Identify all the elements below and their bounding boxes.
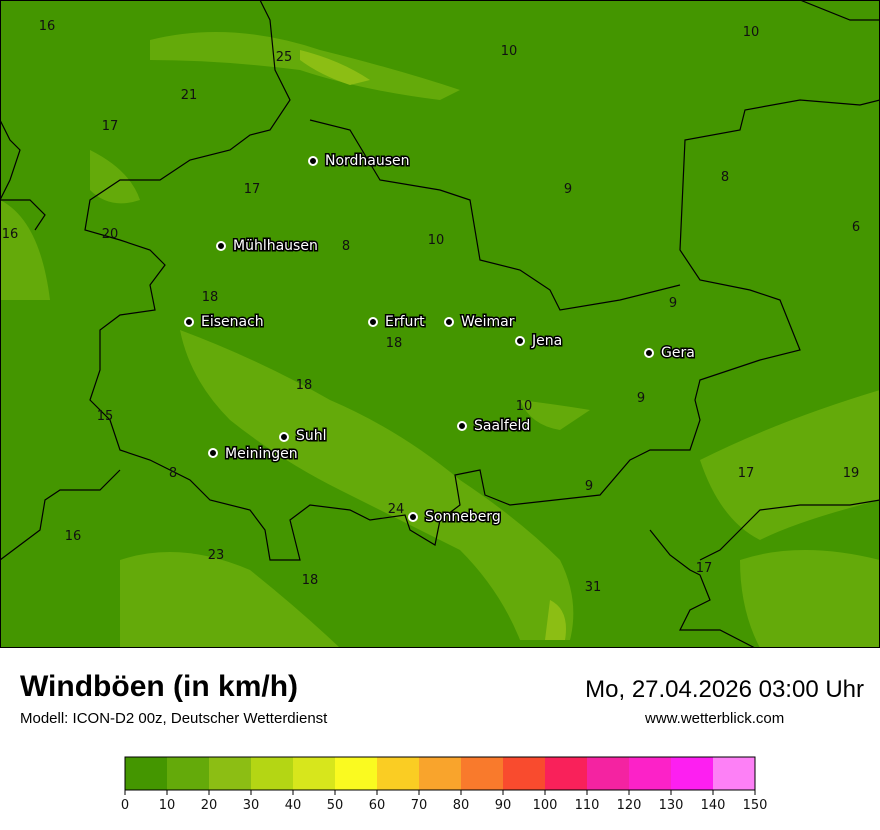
value-label: 24 <box>388 502 405 517</box>
model-source: Modell: ICON-D2 00z, Deutscher Wetterdie… <box>20 710 328 727</box>
legend-tick-label: 20 <box>201 798 218 813</box>
legend-border <box>124 756 756 791</box>
city-markers: Nordhausen Mühlhausen Eisenach Erfurt We… <box>184 152 696 527</box>
legend-tick-label: 80 <box>453 798 470 813</box>
value-label: 8 <box>721 170 729 185</box>
svg-text:Saalfeld: Saalfeld <box>474 418 530 434</box>
value-label: 25 <box>276 50 293 65</box>
city-suhl: Suhl <box>279 427 328 446</box>
legend-tick-label: 100 <box>533 798 558 813</box>
city-saalfeld: Saalfeld <box>457 417 532 436</box>
legend-swatch <box>167 757 209 790</box>
value-label: 21 <box>181 88 198 103</box>
legend-swatch <box>503 757 545 790</box>
gust-zones-medium <box>300 50 566 640</box>
city-erfurt: Erfurt <box>368 313 427 332</box>
legend-tick-label: 110 <box>575 798 600 813</box>
value-label: 31 <box>585 580 602 595</box>
city-muehlhausen: Mühlhausen <box>216 237 319 256</box>
value-label: 15 <box>97 409 114 424</box>
value-label: 17 <box>738 466 755 481</box>
svg-text:Gera: Gera <box>661 345 695 361</box>
value-label: 8 <box>342 239 350 254</box>
svg-text:Erfurt: Erfurt <box>385 314 425 330</box>
legend-tick-label: 150 <box>743 798 768 813</box>
legend-swatch <box>251 757 293 790</box>
value-label: 18 <box>302 573 319 588</box>
legend-swatch <box>545 757 587 790</box>
legend-swatch <box>629 757 671 790</box>
value-label: 10 <box>516 399 533 414</box>
svg-text:Eisenach: Eisenach <box>201 314 264 330</box>
legend-swatch <box>713 757 755 790</box>
legend-tick-label: 10 <box>159 798 176 813</box>
svg-text:Weimar: Weimar <box>461 314 515 330</box>
value-label: 10 <box>743 25 760 40</box>
value-label: 16 <box>2 227 19 242</box>
value-label: 8 <box>169 466 177 481</box>
value-label: 17 <box>244 182 261 197</box>
legend-tick-label: 40 <box>285 798 302 813</box>
value-label: 9 <box>585 479 593 494</box>
value-label: 23 <box>208 548 225 563</box>
value-label: 18 <box>386 336 403 351</box>
value-label: 16 <box>65 529 82 544</box>
color-legend: 0 10 20 30 40 50 60 70 80 90 100 110 120 130 140 150 <box>121 756 768 813</box>
legend-tick-label: 120 <box>617 798 642 813</box>
legend-tick-label: 70 <box>411 798 428 813</box>
city-meiningen: Meiningen <box>208 445 299 464</box>
value-label: 17 <box>102 119 119 134</box>
value-label: 10 <box>501 44 518 59</box>
legend-tick-label: 0 <box>121 798 129 813</box>
svg-text:Sonneberg: Sonneberg <box>425 509 501 525</box>
legend-tick-label: 140 <box>701 798 726 813</box>
city-weimar: Weimar <box>444 313 516 332</box>
website: www.wetterblick.com <box>645 710 785 727</box>
gust-zones-light <box>0 32 880 648</box>
legend-swatch <box>419 757 461 790</box>
value-label: 18 <box>202 290 219 305</box>
state-borders <box>0 0 880 648</box>
legend-swatch <box>125 757 167 790</box>
value-label: 9 <box>669 296 677 311</box>
legend-swatch <box>293 757 335 790</box>
legend-swatch <box>377 757 419 790</box>
value-label: 20 <box>102 227 119 242</box>
svg-text:Jena: Jena <box>531 333 562 349</box>
value-label: 16 <box>39 19 56 34</box>
value-label: 17 <box>696 561 713 576</box>
svg-text:Mühlhausen: Mühlhausen <box>233 238 318 254</box>
svg-text:Meiningen: Meiningen <box>225 446 298 462</box>
value-label: 6 <box>852 220 860 235</box>
city-sonneberg: Sonneberg <box>408 508 502 527</box>
legend-swatch <box>671 757 713 790</box>
legend-tick-label: 30 <box>243 798 260 813</box>
legend-tick-label: 130 <box>659 798 684 813</box>
legend-tick-label: 60 <box>369 798 386 813</box>
legend-tick-label: 90 <box>495 798 512 813</box>
legend-swatch <box>587 757 629 790</box>
svg-text:Nordhausen: Nordhausen <box>325 153 410 169</box>
map-title: Windböen (in km/h) <box>20 670 299 703</box>
value-label: 9 <box>564 182 572 197</box>
forecast-datetime: Mo, 27.04.2026 03:00 Uhr <box>585 676 864 703</box>
city-gera: Gera <box>644 344 696 363</box>
gust-value-labels: 16 10 10 25 21 17 17 9 8 16 20 8 10 6 18… <box>2 19 860 595</box>
city-nordhausen: Nordhausen <box>308 152 411 171</box>
wind-gust-map: 16 10 10 25 21 17 17 9 8 16 20 8 10 6 18… <box>0 0 880 648</box>
svg-text:Suhl: Suhl <box>296 428 327 444</box>
city-eisenach: Eisenach <box>184 313 265 332</box>
legend-swatch <box>335 757 377 790</box>
value-label: 10 <box>428 233 445 248</box>
legend-swatch <box>209 757 251 790</box>
value-label: 19 <box>843 466 860 481</box>
legend-swatch <box>461 757 503 790</box>
legend-tick-label: 50 <box>327 798 344 813</box>
city-jena: Jena <box>515 332 564 351</box>
value-label: 18 <box>296 378 313 393</box>
value-label: 9 <box>637 391 645 406</box>
